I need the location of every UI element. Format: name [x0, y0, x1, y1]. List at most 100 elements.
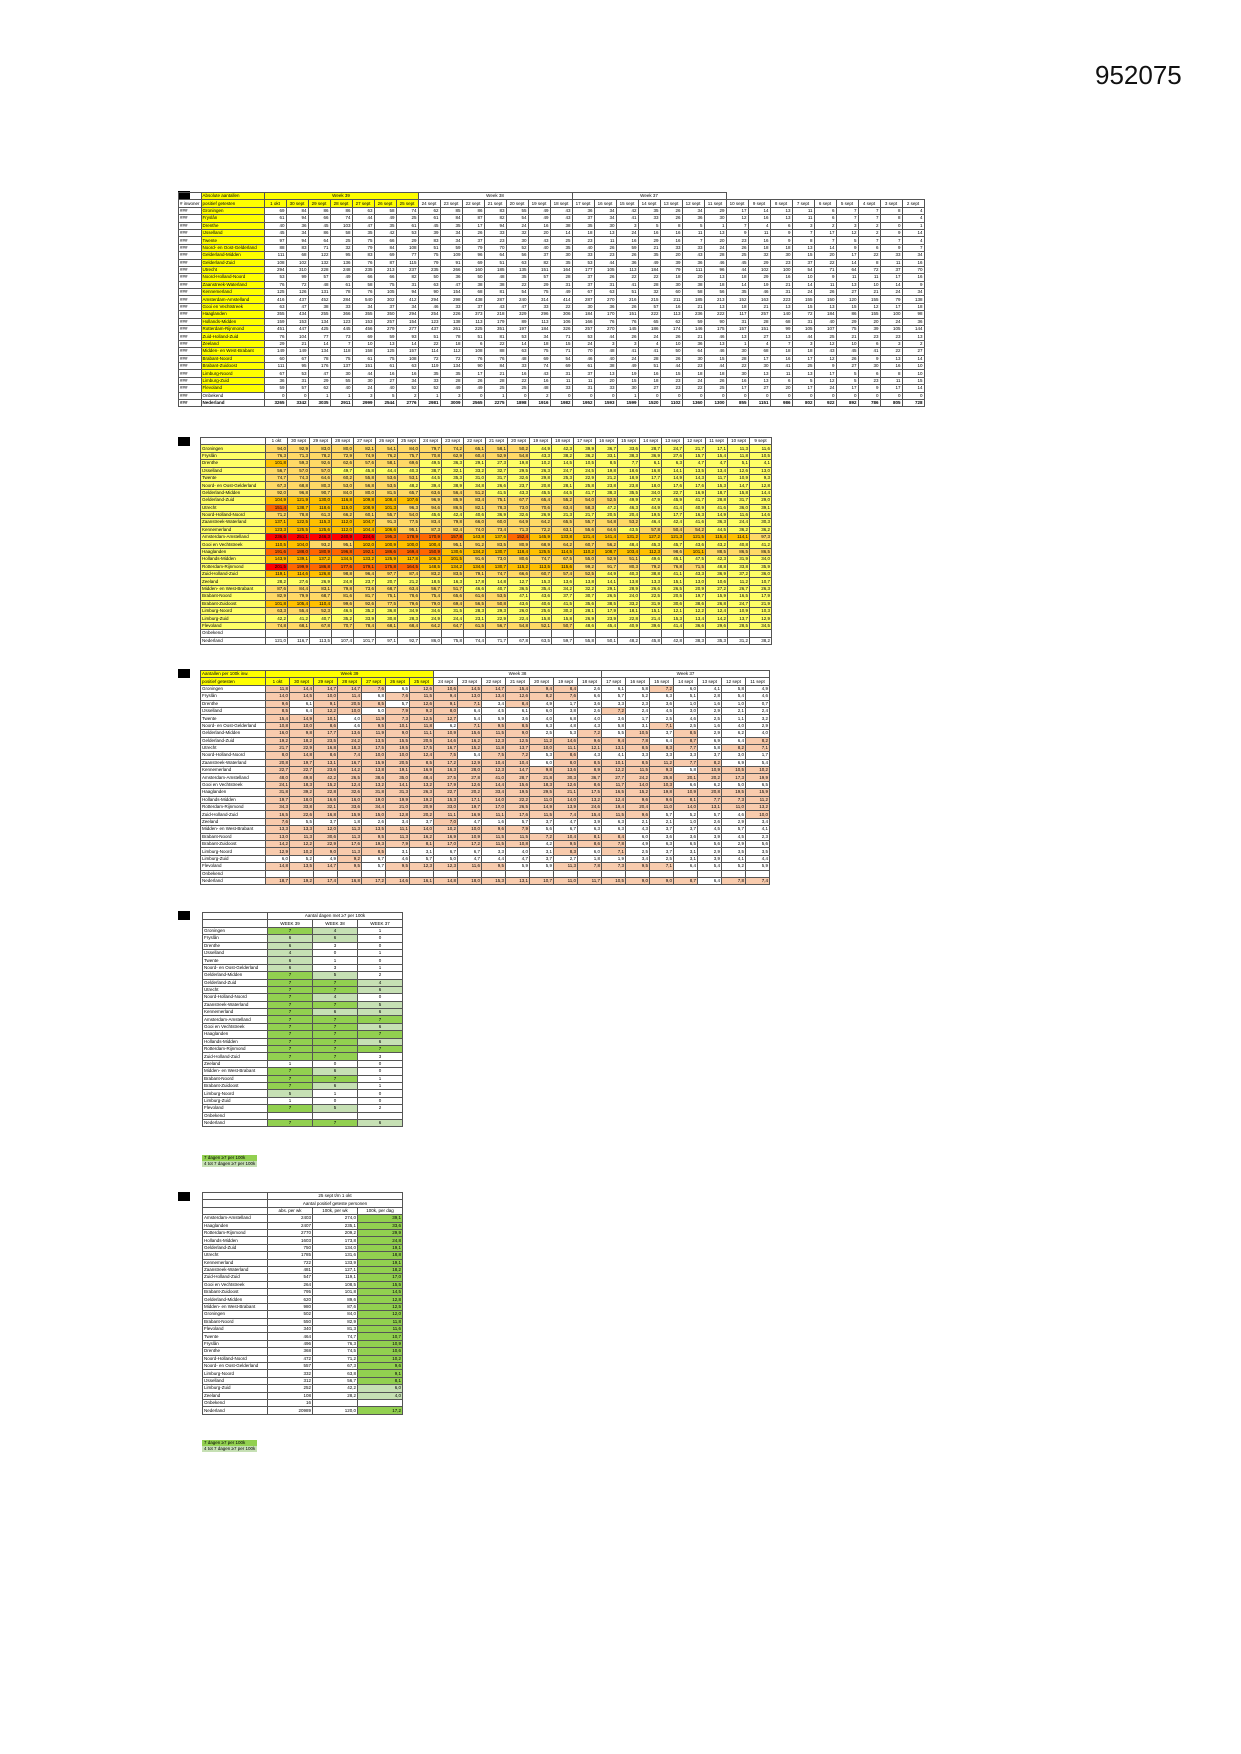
blank-cell — [178, 191, 202, 201]
heat-cell: 4,7 — [683, 459, 706, 468]
value-cell: 0 — [879, 391, 903, 400]
legend-item: 7 dagen ≥7 per 100k — [202, 1155, 258, 1161]
value-cell: 5,8 — [673, 766, 698, 775]
heat-cell: 12,2 — [683, 606, 706, 616]
date-header: 25 sept — [397, 436, 420, 446]
value-cell: 14,5 — [357, 1288, 403, 1297]
value-cell: 82 — [483, 214, 507, 223]
heat-cell: 38,3 — [683, 636, 706, 645]
heat-cell: 78,6 — [397, 592, 420, 601]
value-cell: 33,6 — [357, 1221, 403, 1230]
heat-cell: 46,5 — [331, 606, 354, 616]
row-prefix: ### — [178, 243, 202, 253]
value-cell: 69 — [373, 251, 397, 260]
value-cell: 6,3 — [529, 721, 554, 731]
value-cell: 11,6 — [357, 1325, 403, 1334]
value-cell: 11 — [791, 206, 815, 216]
value-cell: 22 — [417, 339, 441, 349]
heat-cell: 79,8 — [441, 518, 464, 527]
row-prefix: ### — [178, 369, 202, 378]
heat-cell: 16,9 — [683, 488, 706, 498]
heat-cell: 107,6 — [397, 496, 420, 505]
value-cell: 43 — [527, 369, 551, 378]
heat-cell: 70,8 — [419, 451, 442, 461]
heat-cell: 17,9 — [595, 606, 618, 616]
heat-cell: 11,8 — [727, 451, 750, 461]
date-header: 21 sept — [505, 677, 530, 686]
value-cell — [649, 869, 674, 878]
heat-cell: 67,3 — [265, 481, 288, 490]
heat-cell: 110,5 — [265, 540, 288, 549]
table-row: Haaglanden 191,6 188,0 180,9 196,8 192,1 186,6… — [200, 547, 772, 557]
value-cell: 35 — [417, 369, 441, 378]
heat-cell: 114,1 — [727, 533, 750, 542]
value-cell: 35 — [439, 221, 463, 230]
value-cell: 4,6 — [745, 692, 770, 701]
value-cell: 61 — [417, 214, 441, 223]
value-cell: 14 — [901, 228, 925, 238]
value-cell: 17 — [747, 354, 771, 364]
value-cell: 53 — [571, 258, 595, 267]
value-cell: 34 — [395, 302, 419, 312]
value-cell: 264 — [267, 1280, 313, 1290]
value-cell: 164 — [549, 265, 573, 275]
value-cell: 84 — [439, 214, 463, 223]
heat-cell: 26,6 — [485, 481, 508, 490]
value-cell: 5,2 — [289, 854, 314, 864]
heat-cell: 45,1 — [661, 555, 684, 564]
value-cell: 13 — [593, 228, 617, 238]
row-prefix: ### — [178, 206, 202, 216]
value-cell: 8,2 — [697, 758, 722, 768]
heat-cell: 38,6 — [683, 599, 706, 609]
value-cell: 7,5 — [481, 751, 506, 760]
value-cell: 175 — [703, 325, 727, 334]
week-header: Week 39 — [265, 669, 434, 679]
value-cell: 65 — [637, 317, 661, 327]
value-cell: 310 — [285, 265, 309, 275]
value-cell: 66 — [351, 273, 375, 282]
heat-cell: 98,6 — [661, 547, 684, 557]
value-cell: 8,1 — [577, 832, 602, 842]
heat-cell: 67,8 — [507, 636, 530, 645]
value-cell: 13,0 — [265, 832, 290, 842]
table-title: Absolute aantallen — [200, 191, 265, 201]
value-cell: 34 — [901, 251, 925, 260]
value-cell: 27,8 — [457, 773, 482, 782]
value-cell: 34 — [593, 214, 617, 223]
heat-cell: 47,1 — [507, 592, 530, 601]
value-cell: 25 — [329, 236, 353, 245]
value-cell: 46 — [703, 332, 727, 341]
value-cell: 13 — [373, 339, 397, 349]
value-cell: 6,1 — [289, 699, 314, 708]
value-cell: 36 — [681, 339, 705, 349]
heat-cell: 84,0 — [331, 488, 354, 498]
value-cell: 4,0 — [577, 714, 602, 723]
heat-cell: 32,6 — [507, 473, 530, 483]
value-cell: 33 — [417, 376, 441, 386]
date-header: 30 sept — [289, 677, 314, 686]
region-label: Brabant-Zuidoost — [202, 1288, 268, 1297]
heat-cell: 28,8 — [705, 496, 728, 505]
value-cell: 4 — [637, 339, 661, 349]
value-cell: 33 — [637, 214, 661, 223]
value-cell: 14,2 — [265, 839, 290, 849]
table-row: ### Zaanstreek-Waterland 76 72 48 61 58 75 31 63 4… — [178, 280, 925, 290]
date-header: 4 sept — [857, 199, 881, 208]
heat-cell: 60,0 — [485, 518, 508, 527]
table-row: ### Kennemerland 125 126 131 78 76 105 94 90 154 68… — [178, 288, 925, 297]
region-label: Noord-Holland-Noord — [202, 993, 268, 1002]
value-cell: 13,8 — [361, 766, 386, 775]
value-cell: 19,1 — [357, 1258, 403, 1267]
heat-cell: 62,9 — [441, 451, 464, 461]
heat-cell: 41,6 — [705, 503, 728, 512]
value-cell: 294 — [417, 295, 441, 304]
heat-cell: 41,4 — [661, 621, 684, 631]
heat-cell: 24,5 — [573, 466, 596, 475]
heat-cell: 43,3 — [683, 570, 706, 579]
region-label: Limburg-Noord — [200, 606, 266, 616]
heat-cell: 52,5 — [595, 496, 618, 505]
value-cell: 412 — [395, 295, 419, 304]
value-cell: 15 — [791, 302, 815, 312]
value-cell: 69 — [461, 258, 485, 267]
heat-cell: 74,7 — [265, 473, 288, 483]
